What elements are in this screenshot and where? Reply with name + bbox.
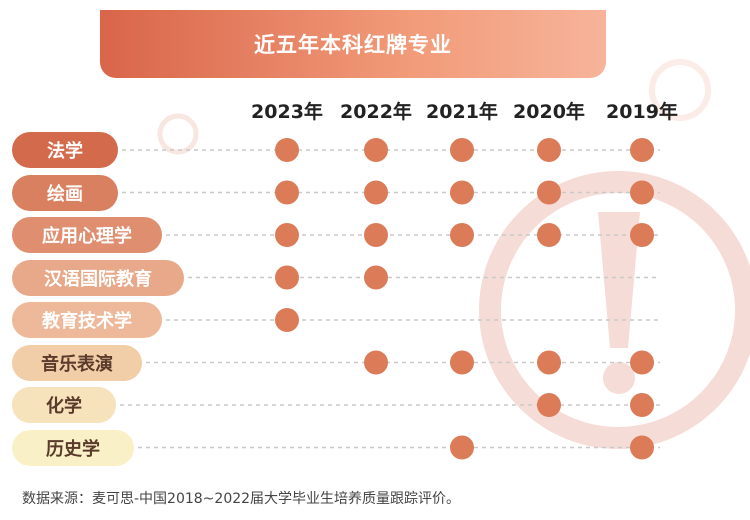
column-header: 2021年 xyxy=(426,100,498,123)
column-header: 2019年 xyxy=(606,100,678,123)
marker-dot xyxy=(537,350,561,375)
marker-dot xyxy=(537,180,561,205)
marker-dot xyxy=(630,223,654,247)
category-label: 绘画 xyxy=(12,174,118,211)
marker-dot xyxy=(364,223,388,247)
marker-dot xyxy=(630,435,654,460)
marker-dot xyxy=(364,138,388,162)
marker-dot xyxy=(364,265,388,290)
marker-dot xyxy=(275,265,299,290)
marker-dot xyxy=(537,138,561,162)
marker-dot xyxy=(275,308,299,332)
source-note: 数据来源：麦可思-中国2018~2022届大学毕业生培养质量跟踪评价。 xyxy=(22,491,461,507)
column-header: 2020年 xyxy=(513,100,585,123)
marker-dot xyxy=(630,393,654,417)
marker-dot xyxy=(630,138,654,162)
chart-title: 近五年本科红牌专业 xyxy=(100,10,606,78)
marker-dot xyxy=(537,393,561,417)
marker-dot xyxy=(364,180,388,205)
marker-dot xyxy=(630,350,654,375)
marker-dot xyxy=(537,223,561,247)
marker-dot xyxy=(275,180,299,205)
marker-dot xyxy=(630,180,654,205)
marker-dot xyxy=(275,223,299,247)
category-label: 教育技术学 xyxy=(12,302,162,338)
category-label: 化学 xyxy=(12,387,116,423)
chart-canvas: 2023年 2022年 2021年 2020年 2019年 xyxy=(120,100,678,460)
marker-dot xyxy=(450,350,474,375)
marker-dot xyxy=(450,435,474,460)
category-label: 音乐表演 xyxy=(12,344,142,381)
marker-dot xyxy=(364,350,388,375)
marker-dot xyxy=(450,180,474,205)
category-label: 汉语国际教育 xyxy=(12,259,184,296)
column-header: 2022年 xyxy=(340,100,412,123)
marker-dot xyxy=(275,138,299,162)
marker-dot xyxy=(450,138,474,162)
category-label: 历史学 xyxy=(12,429,134,466)
column-header: 2023年 xyxy=(251,100,323,123)
marker-dot xyxy=(450,223,474,247)
category-label: 法学 xyxy=(12,132,118,168)
category-label: 应用心理学 xyxy=(12,217,162,253)
